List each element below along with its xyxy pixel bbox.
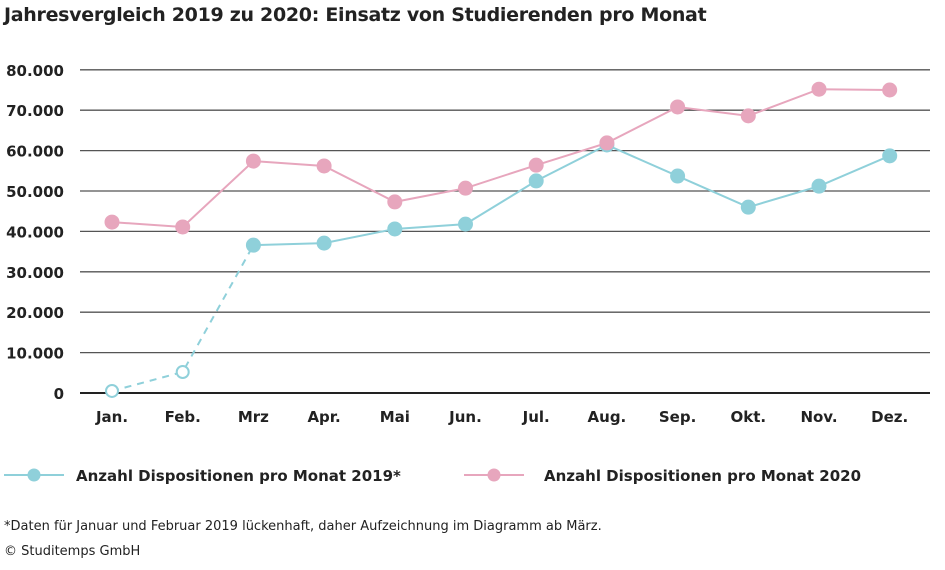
y-tick-label: 50.000 (6, 183, 64, 201)
data-point (670, 99, 686, 115)
data-point (245, 153, 261, 169)
x-tick-label: Mai (380, 408, 410, 426)
data-point (811, 178, 827, 194)
data-point (105, 383, 119, 398)
x-tick-label: Sep. (659, 408, 696, 426)
data-point (599, 135, 615, 151)
data-point (528, 157, 544, 173)
x-tick-label: Aug. (588, 408, 627, 426)
chart-title: Jahresvergleich 2019 zu 2020: Einsatz vo… (4, 4, 707, 26)
x-tick-label: Apr. (307, 408, 340, 426)
data-point (740, 108, 756, 124)
data-point (740, 199, 756, 215)
footnote: *Daten für Januar und Februar 2019 lücke… (4, 519, 602, 534)
data-point (175, 364, 190, 379)
data-point (458, 180, 473, 196)
y-tick-label: 10.000 (6, 345, 64, 363)
legend-marker (487, 468, 501, 482)
x-tick-label: Jan. (95, 408, 128, 426)
data-point (175, 219, 191, 235)
copyright: © Studitemps GmbH (4, 544, 141, 559)
data-point (882, 82, 898, 98)
legend-marker (27, 468, 41, 482)
series-line (253, 143, 891, 247)
data-point (882, 148, 898, 164)
x-tick-label: Jul. (522, 408, 550, 426)
legend-label: Anzahl Dispositionen pro Monat 2020 (544, 467, 861, 485)
legend-label: Anzahl Dispositionen pro Monat 2019* (76, 467, 401, 485)
y-tick-label: 0 (54, 385, 64, 403)
series-line-dashed (111, 244, 255, 392)
y-tick-label: 80.000 (6, 62, 64, 80)
x-tick-label: Mrz (238, 408, 269, 426)
data-point (387, 194, 403, 210)
data-point (245, 237, 261, 253)
x-tick-label: Feb. (165, 408, 201, 426)
y-tick-label: 70.000 (6, 102, 64, 120)
data-point (316, 158, 332, 174)
data-point (670, 168, 686, 184)
x-tick-label: Dez. (871, 408, 908, 426)
data-point (458, 216, 473, 232)
line-chart: 0 10.000 20.000 30.000 40.000 50.000 60.000 70.… (4, 62, 930, 485)
series-line (111, 88, 890, 228)
data-point (316, 235, 332, 251)
y-tick-label: 60.000 (6, 143, 64, 161)
data-point (387, 221, 403, 237)
data-point (104, 214, 120, 230)
x-tick-label: Nov. (800, 408, 837, 426)
data-point (811, 81, 827, 97)
y-tick-label: 40.000 (6, 223, 64, 241)
data-point (528, 173, 544, 189)
x-tick-label: Jun. (448, 408, 482, 426)
x-tick-label: Okt. (730, 408, 766, 426)
y-tick-label: 20.000 (6, 304, 64, 322)
y-tick-label: 30.000 (6, 264, 64, 282)
